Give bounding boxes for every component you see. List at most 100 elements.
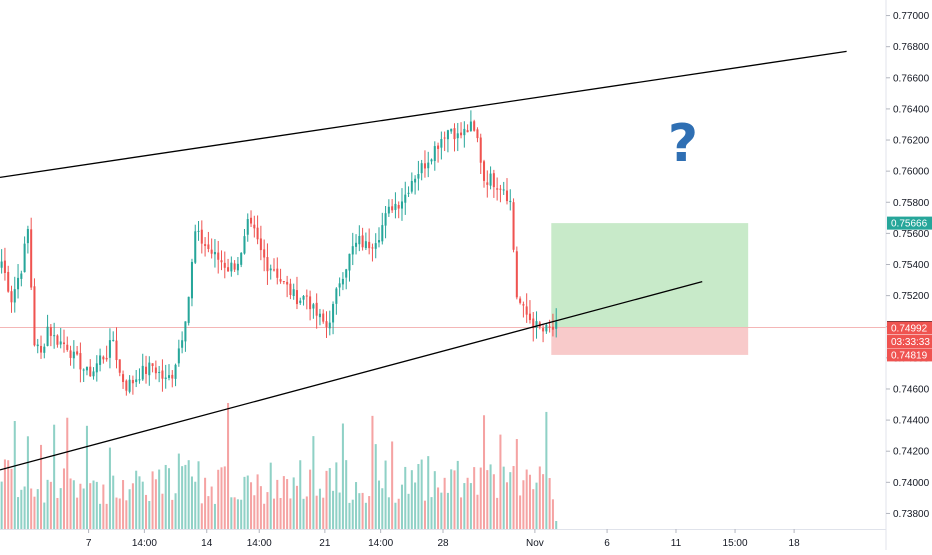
candle-up: [341, 278, 344, 285]
candle-up: [17, 277, 20, 290]
candle-down: [295, 290, 298, 305]
candle-down: [154, 367, 157, 374]
position-box[interactable]: [0, 223, 886, 355]
candle-down: [217, 252, 220, 260]
candle-down: [40, 345, 43, 353]
volume-bar: [158, 469, 161, 529]
volume-bar: [26, 436, 29, 529]
candle-down: [460, 132, 463, 136]
candle-up: [82, 369, 85, 371]
volume-bar: [115, 497, 118, 529]
price-tick-label: 0.75400: [893, 260, 930, 271]
candle-up: [299, 300, 302, 303]
volume-bar: [171, 499, 174, 529]
candle-down: [227, 267, 230, 272]
volume-bar: [197, 461, 200, 529]
candle-up: [59, 341, 62, 345]
volume-bar: [440, 492, 443, 529]
candle-up: [72, 351, 75, 359]
volume-bar: [466, 477, 469, 529]
candle-up: [335, 288, 338, 304]
annotation[interactable]: ?: [668, 114, 698, 174]
price-tick-label: 0.76400: [893, 104, 930, 115]
price-tick-label: 0.76200: [893, 136, 930, 147]
price-tick-label: 0.73800: [893, 509, 930, 520]
candle-down: [256, 227, 259, 240]
volume-bar: [36, 489, 39, 529]
candle-down: [512, 202, 515, 250]
volume-bar: [469, 483, 472, 529]
price-tick-label: 0.76600: [893, 73, 930, 84]
volume-bar: [30, 488, 33, 529]
volume-bar: [102, 484, 105, 529]
candle-up: [364, 241, 367, 249]
volume-bar: [542, 474, 545, 529]
volume-bar: [49, 481, 52, 529]
price-tick-label: 0.74000: [893, 478, 930, 489]
volume-bar: [108, 447, 111, 529]
candle-up: [246, 219, 249, 235]
candle-down: [263, 249, 266, 258]
time-tick-label: 14:00: [132, 538, 157, 549]
volume-bar: [148, 500, 151, 529]
candle-up: [108, 340, 111, 358]
volume-bar: [227, 403, 230, 529]
volume-bar: [223, 466, 226, 529]
volume-bar: [282, 476, 285, 529]
volume-bar: [450, 469, 453, 529]
volume-bar: [164, 464, 167, 529]
candle-down: [515, 251, 518, 298]
volume-bar: [479, 467, 482, 529]
candle-up: [184, 321, 187, 342]
profit-zone: [551, 223, 749, 328]
candle-down: [49, 327, 52, 336]
volume-bar: [289, 498, 292, 529]
volume-bar: [250, 482, 253, 529]
candle-up: [53, 335, 56, 337]
candle-down: [89, 366, 92, 377]
volume-bar: [85, 425, 88, 529]
volume-bar: [79, 483, 82, 529]
time-tick-label: 21: [319, 538, 331, 549]
volume-bar: [483, 415, 486, 529]
candle-down: [3, 260, 6, 273]
time-tick-label: 18: [789, 538, 801, 549]
candle-up: [545, 324, 548, 332]
candle-down: [483, 161, 486, 181]
volume-bar: [10, 468, 13, 529]
candle-down: [259, 238, 262, 251]
volume-bar: [502, 466, 505, 529]
candle-up: [384, 213, 387, 226]
candle-down: [266, 257, 269, 272]
volume-bar: [305, 496, 308, 529]
price-tick-label: 0.74600: [893, 384, 930, 395]
volume-bar: [302, 498, 305, 529]
volume-bar: [174, 493, 177, 529]
candle-down: [204, 244, 207, 246]
candle-up: [181, 340, 184, 348]
candle-down: [532, 318, 535, 329]
candle-down: [279, 279, 282, 282]
candle-up: [338, 283, 341, 288]
candle-down: [551, 326, 554, 330]
time-axis[interactable]: 7 14:00 14 14:00 21 14:00 28 Nov 6 11 15:00 18: [0, 529, 886, 549]
candle-up: [400, 201, 403, 209]
candle-down: [272, 269, 276, 271]
volume-bar: [325, 470, 328, 529]
volume-bar: [492, 474, 495, 529]
price-tick-label: 0.75800: [893, 198, 930, 209]
volume-bar: [551, 499, 554, 529]
volume-bar: [190, 476, 193, 529]
volume-bar: [82, 488, 85, 529]
volume-bar: [138, 476, 141, 529]
volume-bar: [66, 417, 69, 529]
candle-up: [345, 269, 348, 278]
candle-up: [456, 133, 459, 139]
time-tick-label: 11: [671, 538, 682, 549]
trendlines[interactable]: [0, 50, 847, 471]
candle-down: [476, 129, 479, 139]
volume-bar: [217, 469, 220, 529]
volume-bar: [299, 460, 302, 529]
price-axis[interactable]: 0.77000 0.76800 0.76600 0.76400 0.76200 0.760…: [885, 0, 930, 550]
